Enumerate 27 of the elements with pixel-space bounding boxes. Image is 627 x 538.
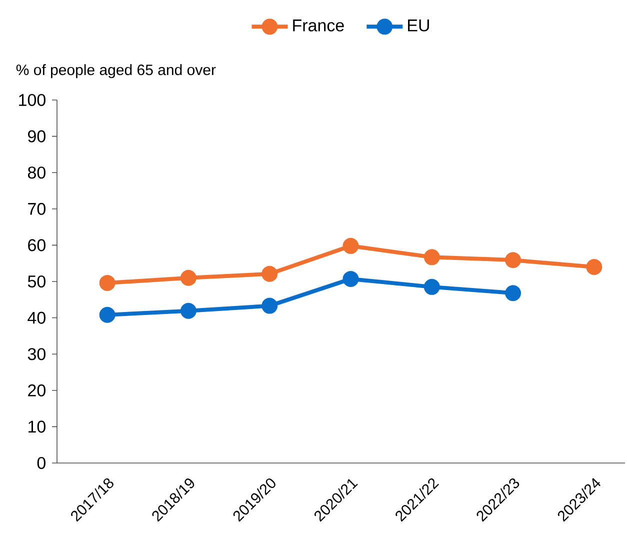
point <box>262 266 278 282</box>
y-tick-label: 40 <box>28 312 46 324</box>
point <box>424 278 440 295</box>
y-tick-label: 50 <box>28 275 46 288</box>
point <box>424 249 440 266</box>
point <box>180 270 196 286</box>
y-tick-label: 10 <box>28 420 46 433</box>
legend-label: France <box>293 20 344 32</box>
point <box>342 270 359 287</box>
y-axis-title: % of people aged 65 and over <box>16 64 216 78</box>
point <box>180 302 196 319</box>
y-tick-label: 70 <box>28 202 46 215</box>
point <box>342 238 359 254</box>
y-tick-label: 20 <box>28 384 46 396</box>
y-tick-label: 100 <box>19 94 46 106</box>
y-tick-label: 0 <box>37 456 46 470</box>
point <box>262 298 278 314</box>
point <box>505 252 522 268</box>
y-tick-label: 30 <box>28 348 46 360</box>
legend-label: EU <box>408 20 429 32</box>
y-tick-label: 90 <box>28 130 46 142</box>
y-tick-label: 60 <box>28 239 46 252</box>
y-tick-label: 80 <box>28 166 46 179</box>
point <box>99 306 116 323</box>
point <box>99 274 116 291</box>
point <box>505 285 522 302</box>
point <box>586 258 602 275</box>
